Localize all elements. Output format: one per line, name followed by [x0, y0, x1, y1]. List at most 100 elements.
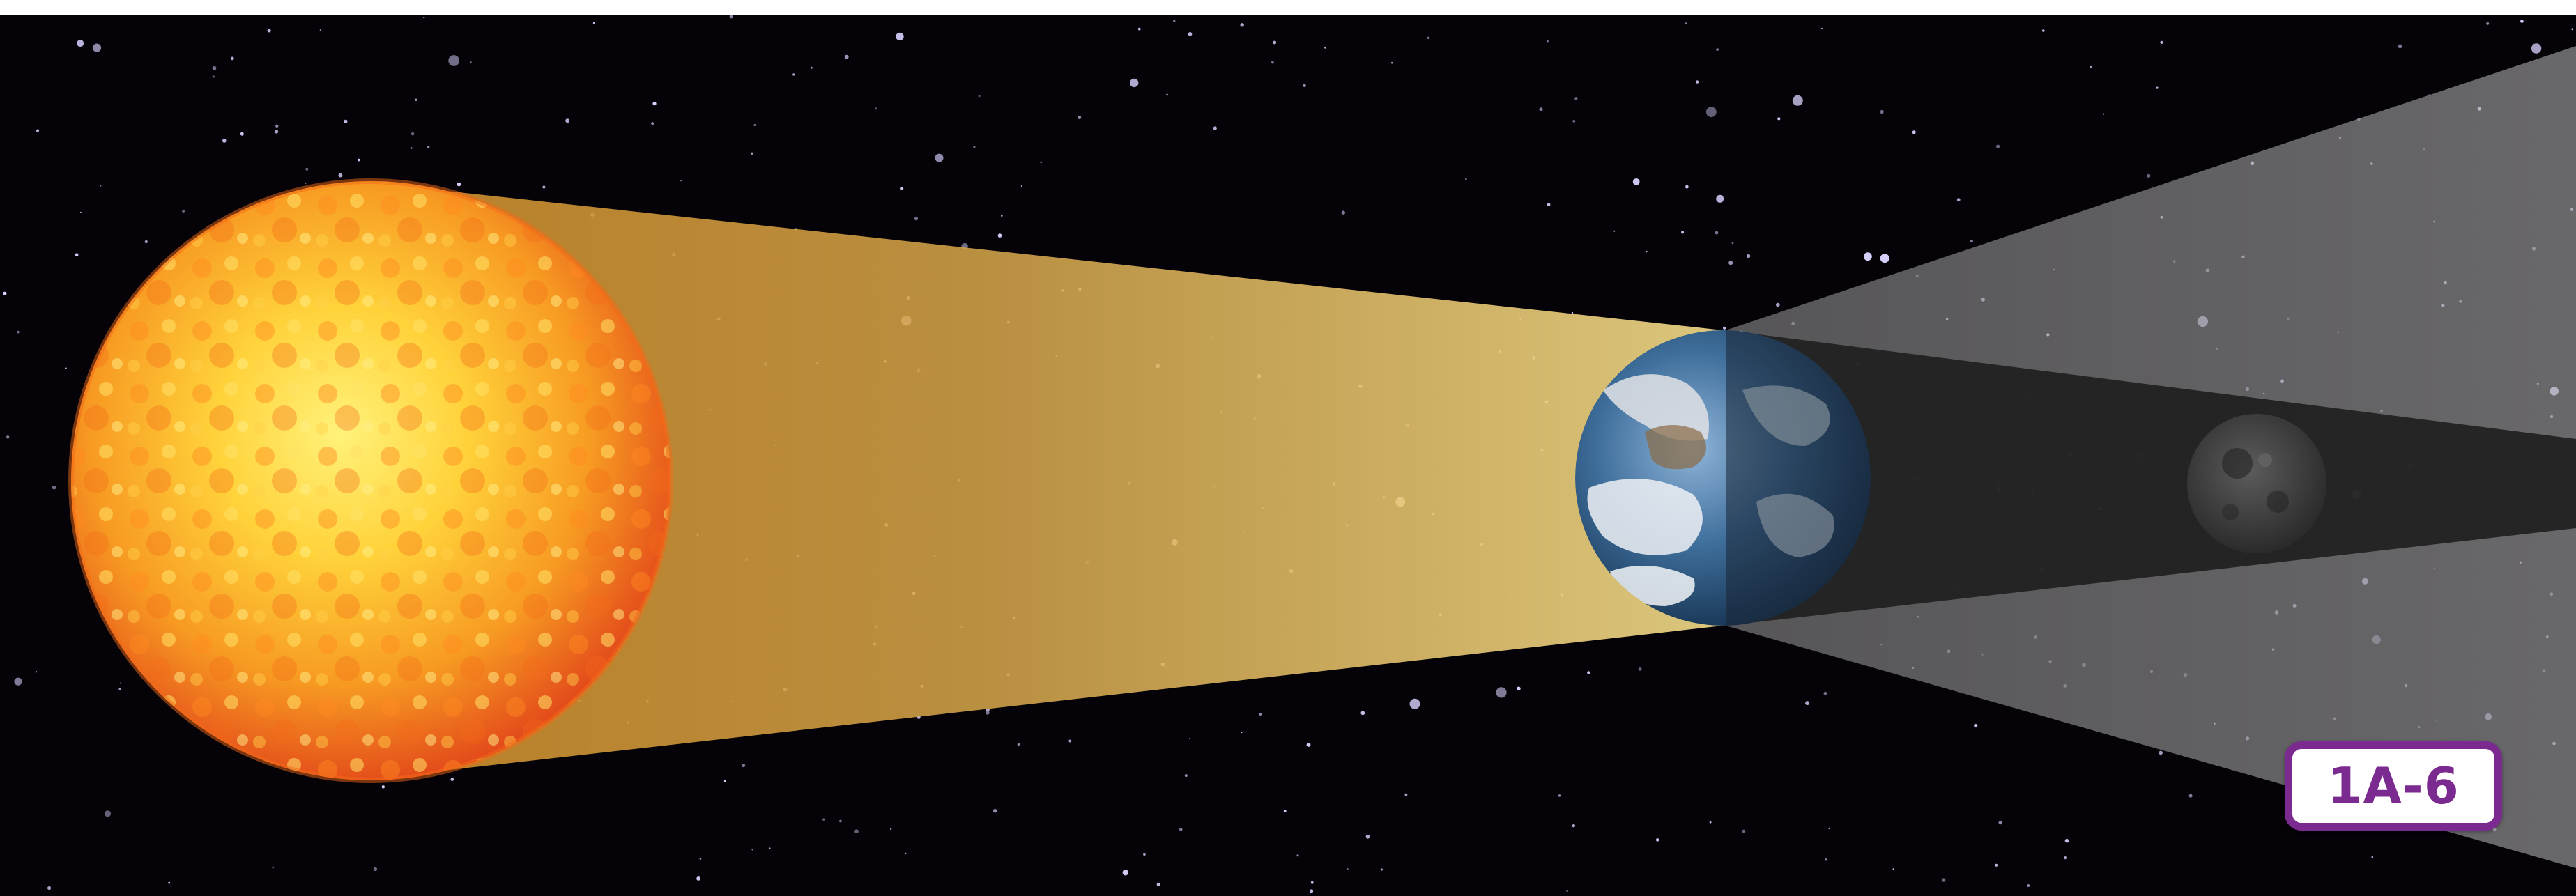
star — [92, 43, 102, 52]
star — [1404, 793, 1408, 796]
card-number-badge: 1A-6 — [2285, 741, 2502, 831]
star — [1017, 743, 1020, 746]
star — [875, 107, 877, 110]
star — [1303, 84, 1306, 88]
star — [1998, 821, 2002, 825]
star — [1341, 210, 1346, 215]
star — [1892, 868, 1894, 870]
star — [1156, 883, 1160, 886]
star — [2160, 40, 2163, 45]
star — [1309, 889, 1314, 893]
star — [1970, 240, 1973, 242]
star — [338, 173, 343, 178]
star — [1646, 250, 1648, 253]
star — [1777, 117, 1781, 121]
star — [410, 146, 413, 149]
star — [1685, 185, 1689, 189]
star — [890, 828, 892, 830]
star — [900, 187, 904, 190]
star — [274, 130, 279, 134]
star — [742, 764, 746, 768]
star — [373, 867, 378, 872]
star — [651, 122, 654, 125]
star — [80, 211, 82, 213]
star — [542, 185, 546, 189]
umbra-shadow — [1726, 330, 2576, 626]
star — [240, 132, 244, 136]
star — [978, 95, 981, 98]
star — [1558, 794, 1561, 797]
star — [1409, 698, 1420, 709]
star — [1283, 810, 1287, 813]
star — [1547, 203, 1551, 206]
star — [2531, 43, 2542, 54]
star — [1571, 311, 1574, 314]
star — [1723, 326, 1726, 330]
star — [1347, 868, 1349, 870]
star — [2156, 86, 2159, 89]
star — [839, 819, 842, 823]
star — [1715, 231, 1719, 235]
star — [2042, 29, 2045, 32]
star — [1747, 254, 1751, 258]
star — [986, 711, 990, 715]
star — [2147, 173, 2151, 178]
star — [935, 153, 944, 162]
star — [1716, 48, 1719, 51]
star — [2486, 22, 2490, 25]
star — [52, 486, 56, 490]
star — [47, 886, 52, 890]
star — [854, 829, 859, 834]
star — [230, 56, 234, 61]
star — [65, 367, 67, 369]
star — [1880, 254, 1889, 263]
star — [810, 66, 813, 69]
star — [1517, 686, 1521, 690]
star — [699, 858, 702, 860]
star — [222, 139, 227, 143]
star — [2520, 20, 2524, 23]
star — [1731, 242, 1734, 245]
star — [1566, 890, 1569, 893]
star — [1122, 870, 1129, 876]
star — [100, 185, 102, 187]
star — [2064, 838, 2069, 843]
star — [1776, 302, 1780, 307]
star — [1685, 22, 1687, 25]
star — [997, 233, 1002, 238]
star — [1184, 774, 1188, 778]
star — [844, 54, 849, 59]
card-number-label: 1A-6 — [2327, 757, 2460, 815]
star — [1705, 107, 1717, 118]
star — [1240, 23, 1244, 27]
moon-icon — [2187, 414, 2326, 553]
star — [1942, 878, 1946, 882]
star — [1137, 27, 1141, 31]
star — [1310, 881, 1314, 884]
star — [457, 182, 461, 187]
star — [344, 119, 348, 123]
star — [680, 180, 682, 182]
star — [1572, 824, 1575, 828]
star — [1296, 854, 1299, 857]
star — [1956, 198, 1961, 202]
star — [652, 102, 657, 106]
star — [1259, 713, 1262, 716]
sunlight-beam — [369, 183, 1723, 779]
star — [1638, 667, 1642, 671]
star — [768, 847, 771, 849]
star — [723, 780, 726, 782]
star — [1547, 40, 1549, 43]
star — [381, 785, 385, 789]
star — [1728, 261, 1733, 265]
star — [1365, 834, 1370, 839]
star — [1078, 116, 1082, 119]
star — [272, 866, 275, 869]
star — [14, 677, 22, 686]
star — [75, 253, 79, 257]
star — [1271, 61, 1274, 64]
star — [275, 124, 279, 128]
star — [1864, 252, 1872, 261]
star — [1820, 27, 1823, 30]
